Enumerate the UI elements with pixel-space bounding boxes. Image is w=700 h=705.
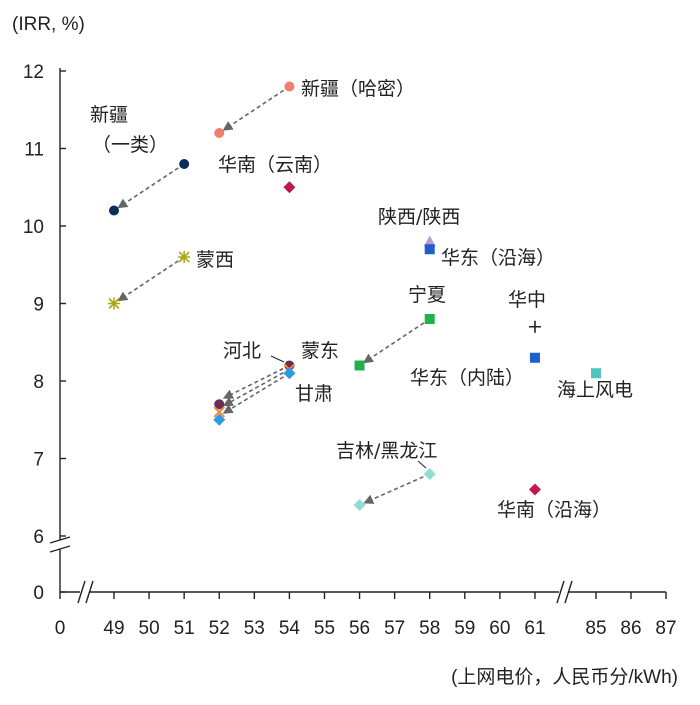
label-sx: 陕西/陕西 (378, 206, 460, 228)
point-gs_to (213, 413, 226, 426)
label-gs: 甘肃 (295, 383, 333, 405)
annotations: 新疆 （一类） 新疆（哈密） 华南（云南） 蒙西 陕西/陕西 华东（沿海） 宁夏… (90, 78, 633, 521)
label-xj1-a: 新疆 (90, 104, 128, 126)
arrow-5 (222, 368, 290, 407)
points (108, 81, 601, 511)
x-tick-label: 49 (103, 618, 124, 639)
y-tick-label: 0 (33, 583, 44, 604)
label-nx: 宁夏 (408, 284, 446, 306)
point-nx_to (354, 360, 365, 371)
x-tick-label: 60 (489, 618, 510, 639)
label-hnyn: 华南（云南） (218, 154, 332, 176)
y-axis-label: (IRR, %) (12, 14, 85, 35)
point-hnyh (528, 483, 541, 496)
point-offshore (591, 368, 601, 379)
x-tick-label: 87 (655, 618, 676, 639)
label-offshore: 海上风电 (557, 379, 633, 401)
x-tick-label: 86 (620, 618, 641, 639)
point-mx_to (108, 297, 120, 310)
x-break-mark-2a (556, 580, 565, 604)
y-tick-label: 6 (33, 527, 44, 548)
x-break-gap-1 (80, 582, 89, 602)
point-jl_to (353, 499, 366, 511)
arrow-4 (222, 364, 290, 399)
x-tick-label: 56 (349, 618, 370, 639)
x-tick-label: 55 (314, 618, 335, 639)
label-md: 蒙东 (301, 340, 339, 362)
arrow-7 (363, 473, 431, 504)
x-ticks: 0 49 50 51 52 53 54 55 56 57 58 59 60 61 85 86 87 (55, 592, 677, 639)
point-hnyn (283, 181, 296, 194)
x-tick-label: 85 (585, 618, 606, 639)
label-hdyh: 华东（沿海） (441, 247, 555, 269)
point-xjhm_from (284, 81, 295, 92)
arrow-1 (222, 85, 290, 131)
label-xj1-b: （一类） (92, 134, 168, 156)
y-tick-label: 11 (24, 140, 44, 161)
y-tick-label: 10 (23, 217, 44, 238)
leader-hb (270, 355, 285, 363)
point-gs_from (283, 367, 296, 380)
x-break-mark-2b (564, 580, 573, 604)
label-hz: 华中 (508, 289, 546, 311)
point-jl_from (423, 468, 436, 480)
x-break-mark-1b (85, 580, 94, 604)
point-xj1_to (109, 205, 119, 216)
y-tick-label: 8 (33, 372, 44, 393)
point-sx (423, 235, 436, 247)
point-hdyh (424, 244, 435, 255)
point-xj1_from (179, 159, 190, 169)
x-tick-label: 59 (454, 618, 475, 639)
arrow-6 (222, 372, 290, 414)
arrow-2 (117, 256, 185, 302)
x-tick-label: 53 (244, 618, 265, 639)
point-hb_to (214, 399, 225, 410)
arrows (117, 85, 431, 504)
x-break-gap-2 (559, 582, 568, 602)
y-ticks: 0 6 7 8 9 10 11 12 (23, 62, 66, 604)
point-nx_from (424, 314, 435, 324)
x-tick-label: 58 (419, 618, 440, 639)
label-hb: 河北 (223, 340, 261, 362)
y-break-mark-1 (49, 536, 71, 544)
point-md_to (213, 406, 225, 418)
point-hz (528, 320, 541, 333)
axes (49, 68, 666, 604)
label-hdnl: 华东（内陆） (410, 367, 524, 389)
label-xjhm: 新疆（哈密） (301, 78, 415, 100)
x-tick-label: 61 (524, 618, 545, 639)
x-tick-label: 0 (55, 618, 66, 639)
label-hnyh: 华南（沿海） (497, 499, 611, 521)
label-mx: 蒙西 (196, 249, 234, 271)
x-axis-label: (上网电价，人民币分/kWh) (451, 666, 678, 688)
x-tick-label: 54 (279, 618, 301, 639)
label-jl: 吉林/黑龙江 (336, 440, 437, 462)
x-tick-label: 51 (174, 618, 195, 639)
arrow-3 (362, 318, 431, 364)
arrow-0 (117, 163, 185, 209)
leader-jl (417, 460, 427, 469)
x-tick-label: 50 (139, 618, 160, 639)
point-mx_from (178, 251, 191, 263)
point-hdnl (529, 352, 540, 363)
point-xjhm_to (214, 128, 225, 138)
x-break-mark-1a (77, 580, 86, 604)
y-tick-label: 9 (33, 295, 44, 316)
x-tick-label: 57 (384, 618, 405, 639)
y-break-mark-2 (49, 545, 71, 553)
x-tick-label: 52 (209, 618, 230, 639)
y-tick-label: 7 (33, 450, 44, 471)
y-tick-label: 12 (23, 62, 44, 83)
y-break-gap (50, 540, 70, 549)
